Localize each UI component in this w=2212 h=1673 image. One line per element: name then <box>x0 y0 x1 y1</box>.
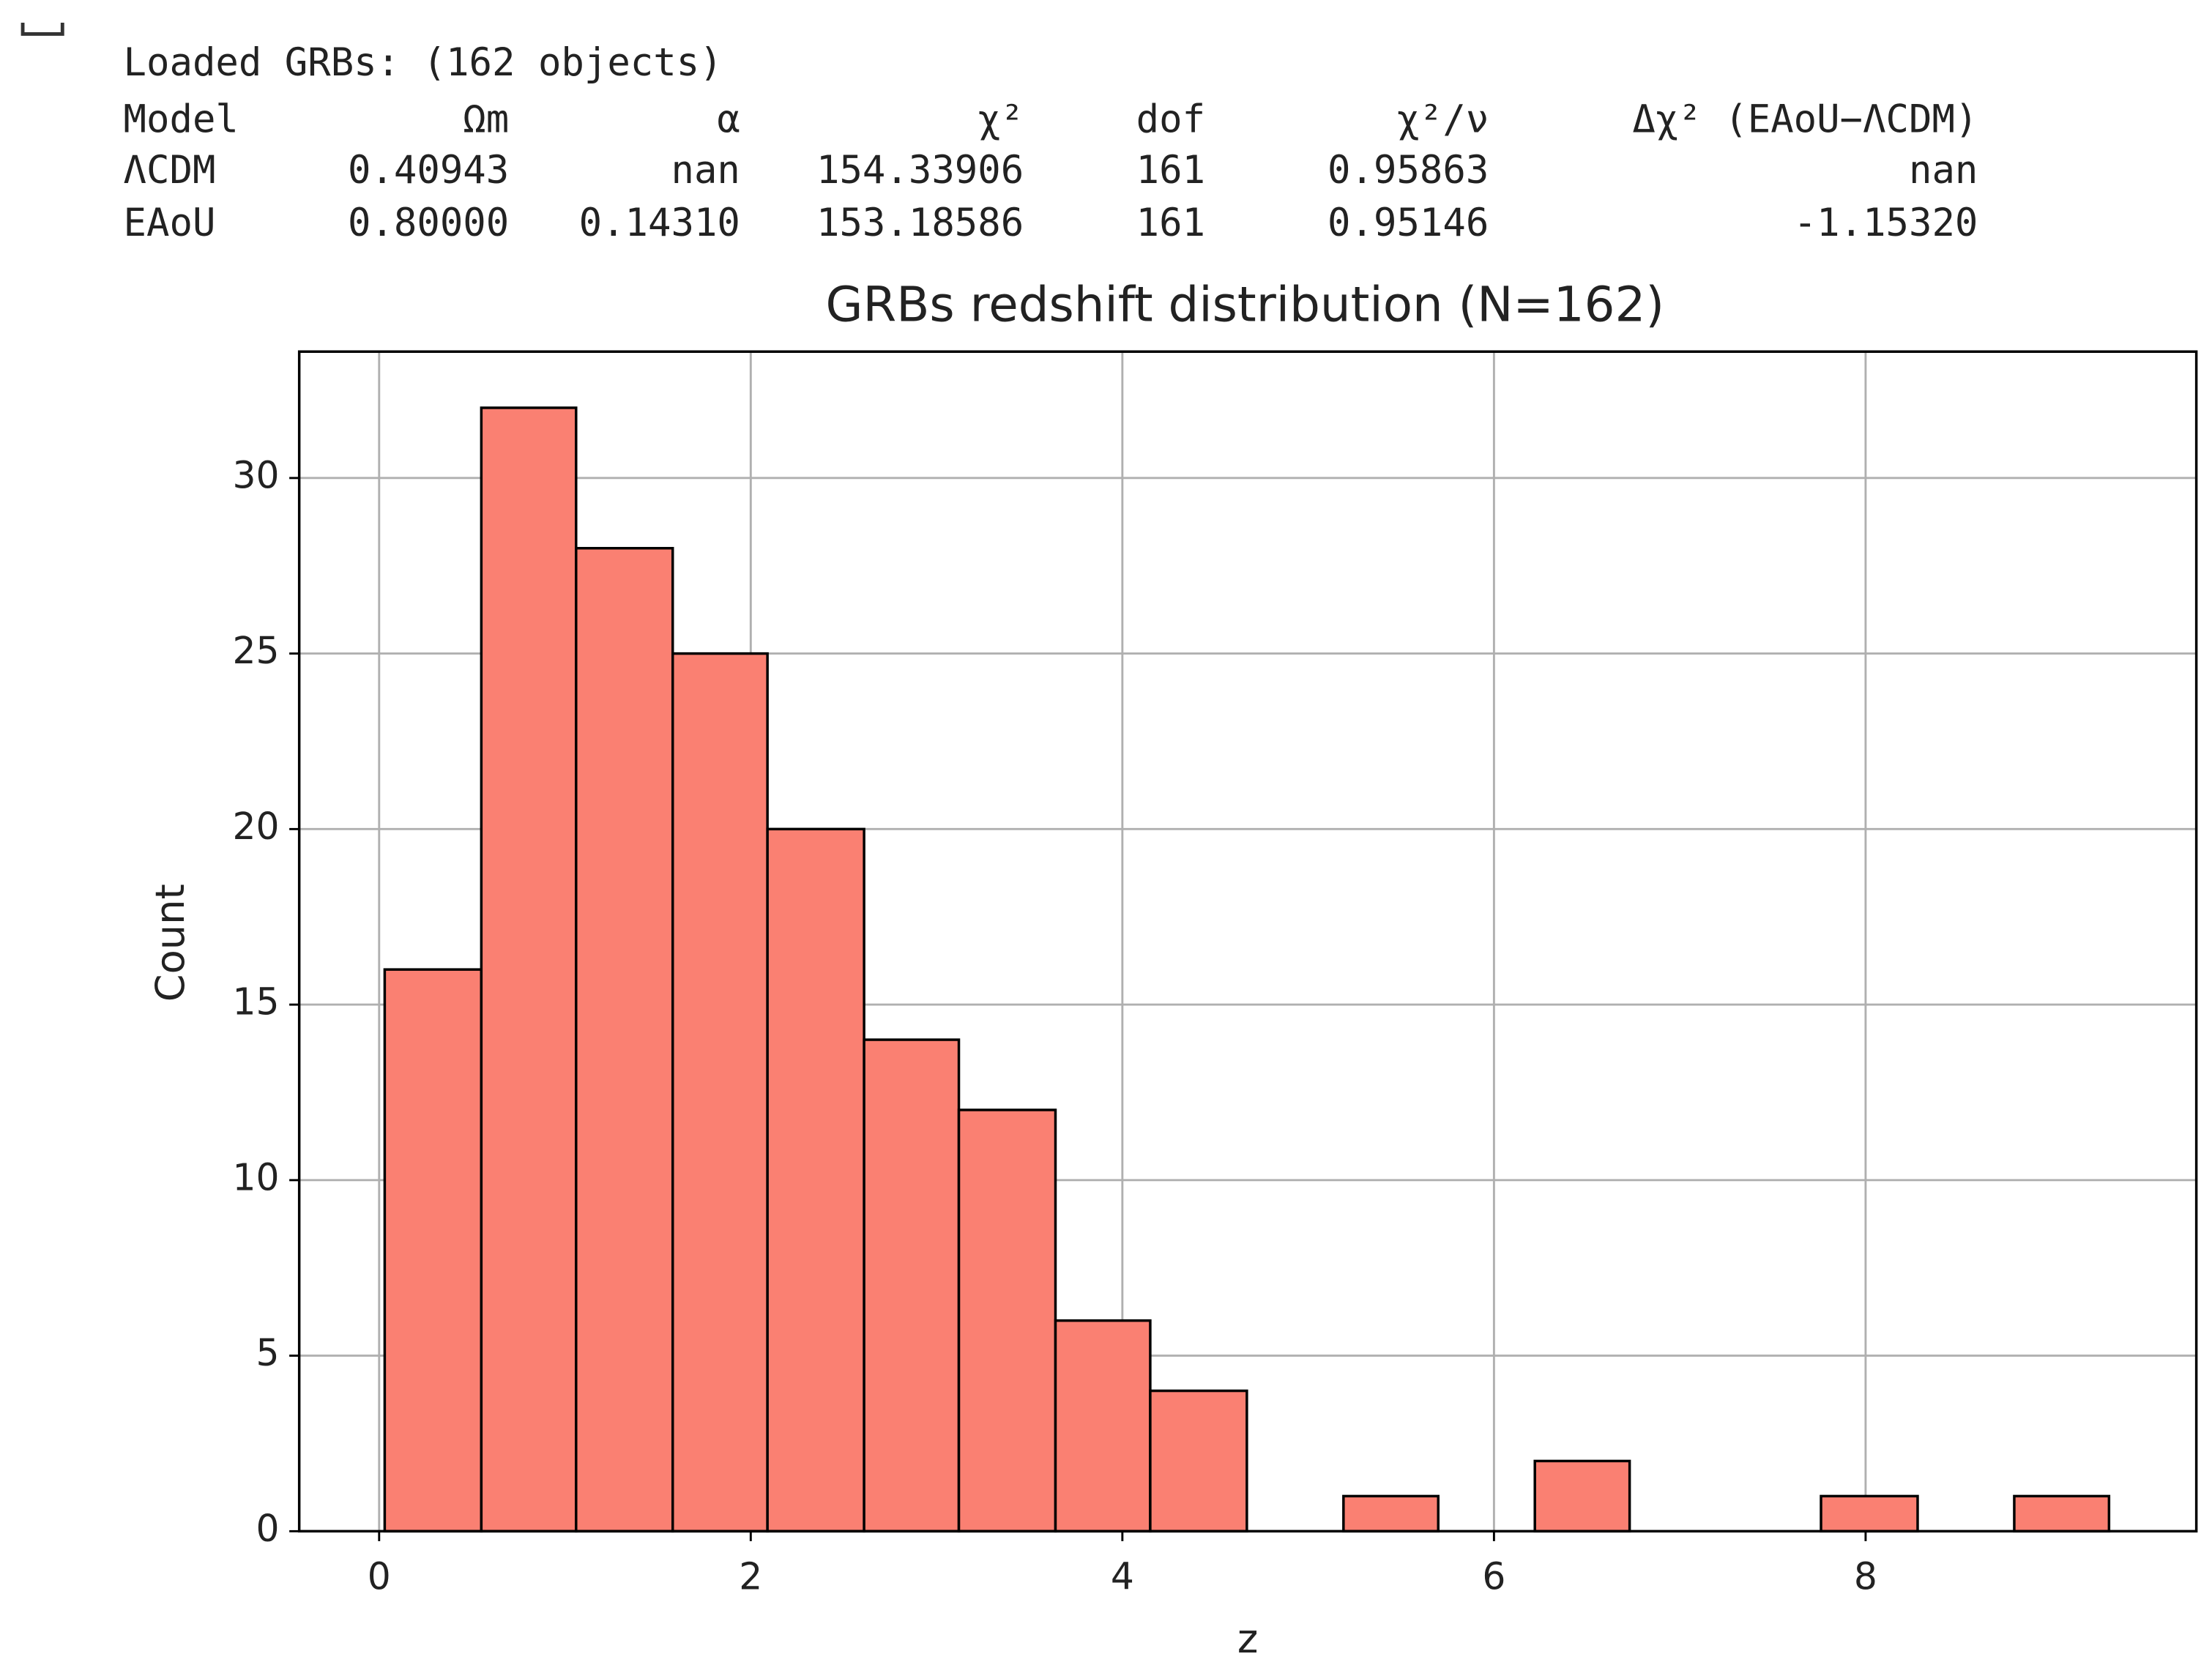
plot-area: 0 5 10 15 20 25 30 0 2 4 6 8 <box>233 350 2198 1598</box>
y-tick-label: 10 <box>233 1155 280 1199</box>
y-tick-label: 20 <box>233 805 280 848</box>
bar <box>957 1108 1057 1533</box>
table-cell: 161 <box>1136 148 1205 193</box>
table-header-cell: dof <box>1136 97 1205 142</box>
bar <box>1533 1459 1631 1533</box>
x-axis-label: z <box>1237 1616 1258 1662</box>
output-icon <box>21 22 64 36</box>
table-cell: 0.40943 <box>348 148 509 193</box>
bar <box>863 1038 961 1533</box>
table-cell: 161 <box>1136 201 1205 245</box>
table-cell: 154.33906 <box>816 148 1024 193</box>
bar <box>383 968 483 1533</box>
table-cell: ΛCDM <box>124 148 216 193</box>
x-tick-label: 8 <box>1854 1555 1877 1598</box>
y-tick-label: 25 <box>233 629 280 672</box>
table-header-cell: Δχ² (EAoU−ΛCDM) <box>1632 97 1978 142</box>
y-tick-label: 0 <box>256 1507 280 1550</box>
results-table: Model Ωm α χ² dof χ²/ν Δχ² (EAoU−ΛCDM) ΛCDM 0.40… <box>124 97 1978 245</box>
table-cell: EAoU <box>124 201 216 245</box>
table-header-cell: Model <box>124 97 239 142</box>
y-tick-label: 5 <box>256 1331 280 1374</box>
bar <box>766 827 865 1533</box>
x-tick-label: 2 <box>739 1555 762 1598</box>
table-cell: nan <box>1909 148 1978 193</box>
bar <box>1149 1389 1248 1533</box>
bar <box>1054 1319 1152 1533</box>
table-cell: 0.95146 <box>1327 201 1489 245</box>
table-cell: 0.95863 <box>1327 148 1489 193</box>
bar <box>480 406 578 1533</box>
table-cell: 153.18586 <box>816 201 1024 245</box>
bar <box>575 547 674 1533</box>
table-header-cell: Ωm <box>463 97 509 142</box>
bar <box>671 652 769 1533</box>
chart-title: GRBs redshift distribution (N=162) <box>825 276 1664 332</box>
table-header-cell: α <box>717 97 740 142</box>
table-cell: 0.14310 <box>579 201 740 245</box>
x-tick-label: 4 <box>1111 1555 1134 1598</box>
bar <box>2013 1494 2111 1533</box>
x-tick-label: 6 <box>1482 1555 1505 1598</box>
x-tick-label: 0 <box>368 1555 391 1598</box>
bar <box>1820 1494 1919 1533</box>
table-cell: 0.80000 <box>348 201 509 245</box>
table-header-cell: χ² <box>977 97 1024 142</box>
axes-frame <box>297 350 2198 1533</box>
y-axis-label: Count <box>147 884 193 1002</box>
table-cell: nan <box>671 148 740 193</box>
output-header: Loaded GRBs: (162 objects) <box>124 40 723 85</box>
bar <box>1342 1494 1440 1533</box>
table-cell: -1.15320 <box>1794 201 1978 245</box>
table-header-cell: χ²/ν <box>1396 97 1489 142</box>
y-tick-label: 15 <box>233 980 280 1024</box>
y-tick-label: 30 <box>233 453 280 496</box>
